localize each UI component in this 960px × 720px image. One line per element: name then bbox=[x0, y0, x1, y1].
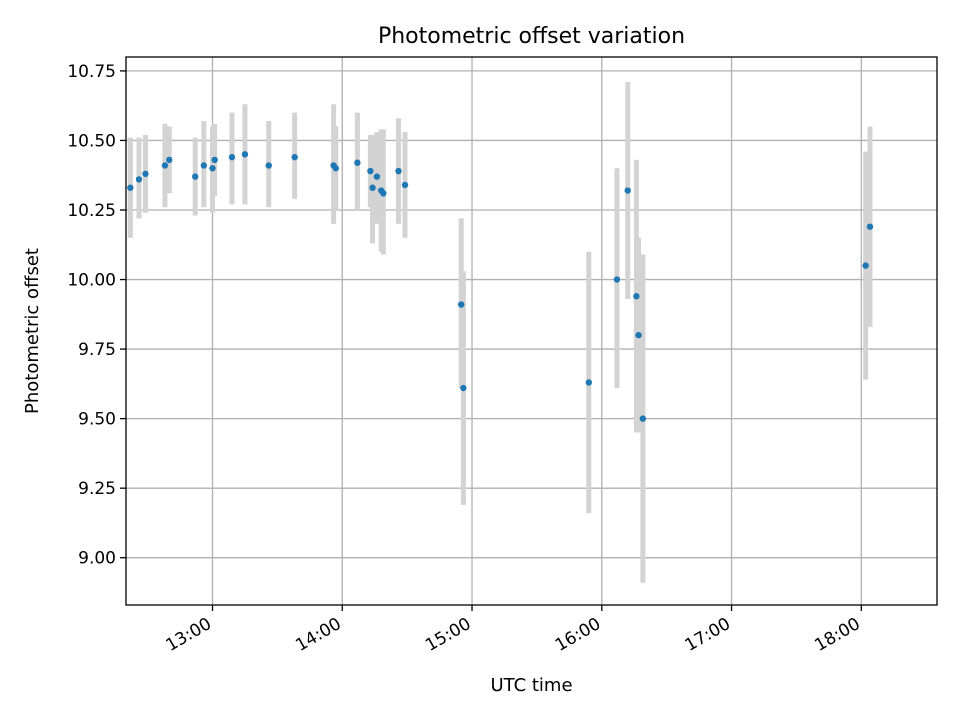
data-point bbox=[395, 167, 402, 175]
y-tick-label: 9.00 bbox=[78, 549, 116, 569]
y-tick-label: 9.25 bbox=[78, 479, 116, 499]
data-point bbox=[354, 159, 361, 166]
y-tick-label: 10.75 bbox=[67, 62, 116, 82]
data-point bbox=[332, 165, 339, 172]
y-tick-label: 9.75 bbox=[78, 340, 116, 360]
data-point bbox=[633, 293, 640, 300]
grid bbox=[126, 57, 937, 605]
data-point bbox=[380, 190, 387, 197]
data-point bbox=[291, 153, 298, 161]
data-point bbox=[161, 162, 169, 169]
data-point bbox=[228, 153, 236, 161]
data-point bbox=[200, 162, 208, 169]
data-points bbox=[127, 151, 874, 422]
data-point bbox=[624, 187, 631, 194]
data-point bbox=[401, 181, 409, 189]
data-point bbox=[241, 151, 249, 158]
data-point bbox=[373, 173, 381, 180]
y-tick-label: 9.50 bbox=[78, 410, 116, 430]
data-point bbox=[166, 156, 173, 164]
data-point bbox=[862, 262, 869, 269]
data-point bbox=[866, 223, 874, 230]
data-point bbox=[639, 415, 647, 422]
y-tick-label: 10.25 bbox=[67, 201, 116, 221]
data-point bbox=[142, 170, 149, 178]
data-point bbox=[458, 301, 465, 308]
data-point bbox=[127, 184, 134, 191]
y-axis-label: Photometric offset bbox=[22, 248, 43, 414]
data-point bbox=[135, 176, 143, 183]
x-axis-label: UTC time bbox=[490, 675, 572, 696]
data-point bbox=[585, 379, 593, 386]
data-point bbox=[367, 167, 374, 175]
y-tick-label: 10.50 bbox=[67, 131, 116, 151]
data-point bbox=[192, 173, 199, 180]
y-tick-label: 10.00 bbox=[67, 271, 116, 291]
data-point bbox=[369, 184, 376, 191]
data-point bbox=[211, 156, 218, 164]
plot-frame bbox=[125, 56, 938, 606]
data-point bbox=[613, 276, 621, 283]
data-point bbox=[209, 165, 216, 172]
chart-title: Photometric offset variation bbox=[378, 24, 685, 49]
y-axis-ticks: 9.00 9.25 9.50 9.75 10.00 10.25 10.50 10.75 bbox=[67, 62, 126, 569]
data-point bbox=[635, 331, 642, 339]
data-point bbox=[265, 162, 272, 169]
data-point bbox=[460, 384, 467, 392]
